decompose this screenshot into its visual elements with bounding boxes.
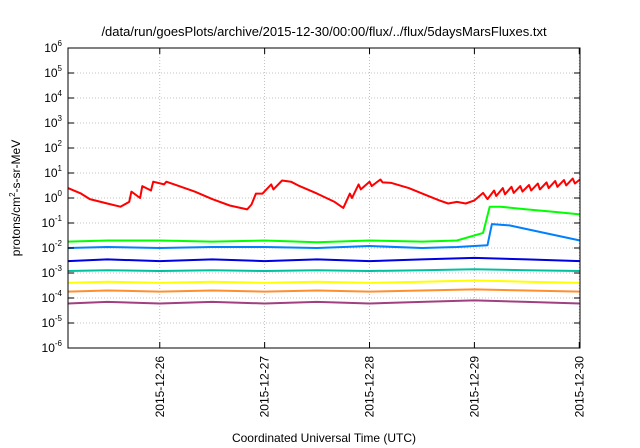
x-axis-ticks: 2015-12-26 2015-12-27 2015-12-28 2015-12-29… bbox=[153, 48, 586, 418]
y-tick-label-base: 10 bbox=[42, 241, 56, 255]
y-tick-label-base: 10 bbox=[44, 141, 58, 155]
y-axis-label-exp: 2 bbox=[8, 192, 17, 197]
x-tick-label: 2015-12-30 bbox=[572, 356, 586, 418]
series-line-4 bbox=[67, 256, 581, 263]
y-tick-label-exp: -2 bbox=[55, 239, 63, 248]
series-line-5 bbox=[67, 268, 581, 272]
y-axis-label-rest: -s-sr-MeV bbox=[9, 140, 23, 193]
y-axis-ticks: 10-610-510-410-310-210-11001011021031041… bbox=[42, 39, 580, 355]
y-tick-label-base: 10 bbox=[42, 216, 56, 230]
y-tick-label-exp: -5 bbox=[55, 314, 63, 323]
y-tick-label: 10-3 bbox=[42, 264, 63, 280]
y-tick-label: 105 bbox=[44, 64, 62, 80]
series-line-7 bbox=[67, 288, 581, 293]
y-axis-label-base: protons/cm bbox=[9, 197, 23, 256]
y-tick-label-exp: 3 bbox=[58, 114, 63, 123]
y-tick-label-base: 10 bbox=[42, 291, 56, 305]
y-tick-label-base: 10 bbox=[42, 341, 56, 355]
y-tick-label: 101 bbox=[44, 164, 62, 180]
y-tick-label-exp: -6 bbox=[55, 339, 63, 348]
y-tick-label-exp: -4 bbox=[55, 289, 63, 298]
series-line-6 bbox=[67, 279, 581, 284]
y-tick-label-base: 10 bbox=[44, 66, 58, 80]
y-tick-label-base: 10 bbox=[42, 316, 56, 330]
chart-title: /data/run/goesPlots/archive/2015-12-30/0… bbox=[101, 24, 547, 39]
x-tick-label: 2015-12-27 bbox=[258, 356, 272, 418]
y-tick-label-base: 10 bbox=[44, 166, 58, 180]
y-tick-label: 106 bbox=[44, 39, 62, 55]
x-tick-label: 2015-12-26 bbox=[153, 356, 167, 418]
y-tick-label: 100 bbox=[44, 189, 62, 205]
series-layer bbox=[67, 177, 581, 305]
y-tick-label-base: 10 bbox=[44, 116, 58, 130]
y-tick-label: 10-6 bbox=[42, 339, 63, 355]
series-line-3 bbox=[67, 223, 581, 249]
y-tick-label-base: 10 bbox=[44, 41, 58, 55]
y-tick-label: 10-1 bbox=[42, 214, 63, 230]
y-tick-label: 10-4 bbox=[42, 289, 63, 305]
y-tick-label-base: 10 bbox=[44, 91, 58, 105]
y-tick-label: 104 bbox=[44, 89, 62, 105]
y-tick-label-base: 10 bbox=[42, 266, 56, 280]
y-tick-label: 102 bbox=[44, 139, 62, 155]
series-line-2 bbox=[67, 205, 581, 244]
series-line-8 bbox=[67, 299, 581, 305]
series-line-1 bbox=[67, 177, 581, 211]
y-tick-label-exp: 5 bbox=[58, 64, 63, 73]
y-tick-label-exp: 6 bbox=[58, 39, 63, 48]
y-tick-label-exp: -1 bbox=[55, 214, 63, 223]
y-tick-label-exp: 0 bbox=[58, 189, 63, 198]
x-axis-label: Coordinated Universal Time (UTC) bbox=[232, 431, 416, 445]
x-tick-label: 2015-12-28 bbox=[363, 356, 377, 418]
y-tick-label-base: 10 bbox=[44, 191, 58, 205]
x-tick-label: 2015-12-29 bbox=[467, 356, 481, 418]
y-tick-label-exp: -3 bbox=[55, 264, 63, 273]
y-tick-label: 103 bbox=[44, 114, 62, 130]
y-tick-label-exp: 2 bbox=[58, 139, 63, 148]
y-tick-label-exp: 4 bbox=[58, 89, 63, 98]
y-tick-label-exp: 1 bbox=[58, 164, 63, 173]
y-tick-label: 10-2 bbox=[42, 239, 63, 255]
y-tick-label: 10-5 bbox=[42, 314, 63, 330]
y-axis-label: protons/cm2-s-sr-MeV bbox=[8, 140, 23, 256]
